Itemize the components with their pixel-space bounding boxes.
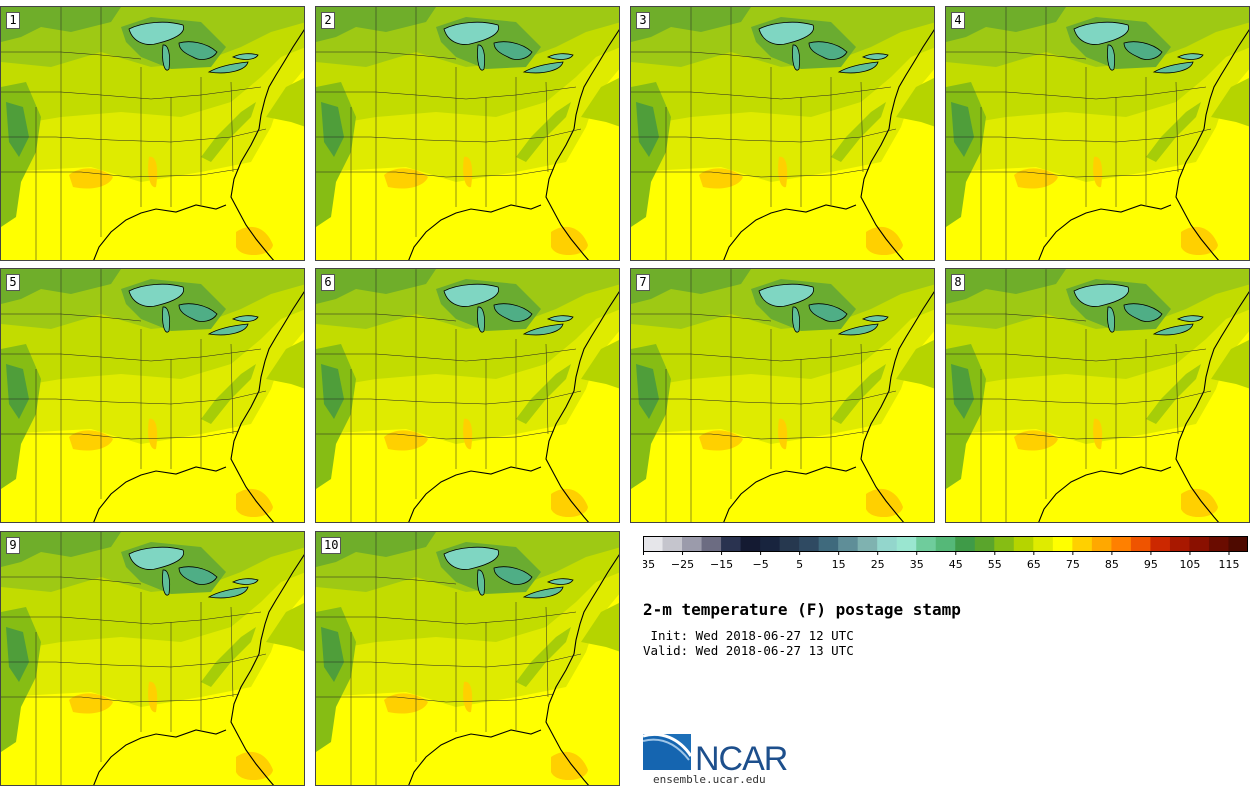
temperature-map — [316, 269, 619, 522]
ensemble-member-map: 9 — [0, 531, 305, 786]
colorbar-swatch — [1091, 536, 1112, 551]
ncar-logo: NCAR — [643, 732, 788, 778]
colorbar-swatch — [779, 536, 800, 551]
ensemble-member-map: 6 — [315, 268, 620, 523]
temperature-map — [946, 269, 1249, 522]
colorbar-swatch — [1169, 536, 1190, 551]
colorbar-tick-label: 65 — [1027, 558, 1041, 571]
colorbar-swatch — [1150, 536, 1171, 551]
colorbar-swatch — [916, 536, 937, 551]
ensemble-member-map: 2 — [315, 6, 620, 261]
temperature-map — [631, 7, 934, 260]
colorbar-swatch — [896, 536, 917, 551]
member-number: 10 — [321, 537, 342, 554]
colorbar-swatch — [1111, 536, 1132, 551]
colorbar-swatch — [799, 536, 820, 551]
colorbar-tick-label: 35 — [910, 558, 924, 571]
temperature-map — [1, 269, 304, 522]
ensemble-member-map: 5 — [0, 268, 305, 523]
colorbar-tick-label: 55 — [988, 558, 1002, 571]
ensemble-member-map: 7 — [630, 268, 935, 523]
member-number: 6 — [321, 274, 335, 291]
member-number: 1 — [6, 12, 20, 29]
member-number: 4 — [951, 12, 965, 29]
colorbar-swatch — [682, 536, 702, 551]
colorbar-border — [643, 536, 1248, 552]
temperature-map — [316, 532, 619, 785]
colorbar-tick-label: 95 — [1144, 558, 1158, 571]
colorbar-tick-label: −35 — [643, 558, 655, 571]
logo-url: ensemble.ucar.edu — [653, 773, 766, 786]
ncar-logo-text: NCAR — [695, 740, 787, 778]
colorbar-swatch — [740, 536, 761, 551]
colorbar-tick-label: 15 — [832, 558, 846, 571]
colorbar-tick-label: −15 — [710, 558, 733, 571]
valid-time: Valid: Wed 2018-06-27 13 UTC — [643, 643, 854, 658]
colorbar-swatch — [955, 536, 976, 551]
member-number: 9 — [6, 537, 20, 554]
colorbar-tick-label: 45 — [949, 558, 963, 571]
colorbar-swatch — [760, 536, 781, 551]
colorbar-tick-label: 25 — [871, 558, 885, 571]
member-number: 5 — [6, 274, 20, 291]
ensemble-member-map: 3 — [630, 6, 935, 261]
colorbar-swatch — [643, 536, 663, 551]
colorbar-swatch — [701, 536, 722, 551]
temperature-colorbar: −35 −25 −15 −5 5 15 25 35 45 55 65 75 85 95 105 115 — [643, 536, 1248, 571]
colorbar-swatch — [1052, 536, 1073, 551]
colorbar-swatch — [857, 536, 878, 551]
temperature-map — [1, 532, 304, 785]
colorbar-swatch — [994, 536, 1015, 551]
colorbar-swatch — [1130, 536, 1151, 551]
ensemble-member-map: 1 — [0, 6, 305, 261]
plot-title: 2-m temperature (F) postage stamp — [643, 600, 961, 619]
colorbar-swatch — [662, 536, 683, 551]
colorbar-tick-label: 105 — [1179, 558, 1200, 571]
ensemble-member-map: 8 — [945, 268, 1250, 523]
colorbar-swatch — [1072, 536, 1093, 551]
colorbar-tick-label: 75 — [1066, 558, 1080, 571]
colorbar-swatch — [721, 536, 741, 551]
colorbar-swatch — [818, 536, 839, 551]
colorbar-swatch — [974, 536, 995, 551]
colorbar-tick-label: −5 — [752, 558, 768, 571]
colorbar-tick-label: 85 — [1105, 558, 1119, 571]
member-number: 3 — [636, 12, 650, 29]
colorbar-tick-label: −25 — [671, 558, 694, 571]
colorbar-swatch — [1033, 536, 1054, 551]
init-time: Init: Wed 2018-06-27 12 UTC — [643, 628, 854, 643]
colorbar-tick-label: 5 — [796, 558, 803, 571]
ensemble-member-map: 4 — [945, 6, 1250, 261]
member-number: 7 — [636, 274, 650, 291]
colorbar-swatch — [1208, 536, 1229, 551]
member-number: 8 — [951, 274, 965, 291]
colorbar-swatch — [1228, 536, 1248, 551]
colorbar-swatch — [935, 536, 956, 551]
colorbar-swatch — [1013, 536, 1034, 551]
temperature-map — [946, 7, 1249, 260]
colorbar-swatch — [838, 536, 859, 551]
ensemble-member-map: 10 — [315, 531, 620, 786]
member-number: 2 — [321, 12, 335, 29]
temperature-map — [1, 7, 304, 260]
temperature-map — [631, 269, 934, 522]
colorbar-swatch — [877, 536, 898, 551]
colorbar-swatch — [1189, 536, 1210, 551]
temperature-map — [316, 7, 619, 260]
colorbar-tick-label: 115 — [1218, 558, 1239, 571]
